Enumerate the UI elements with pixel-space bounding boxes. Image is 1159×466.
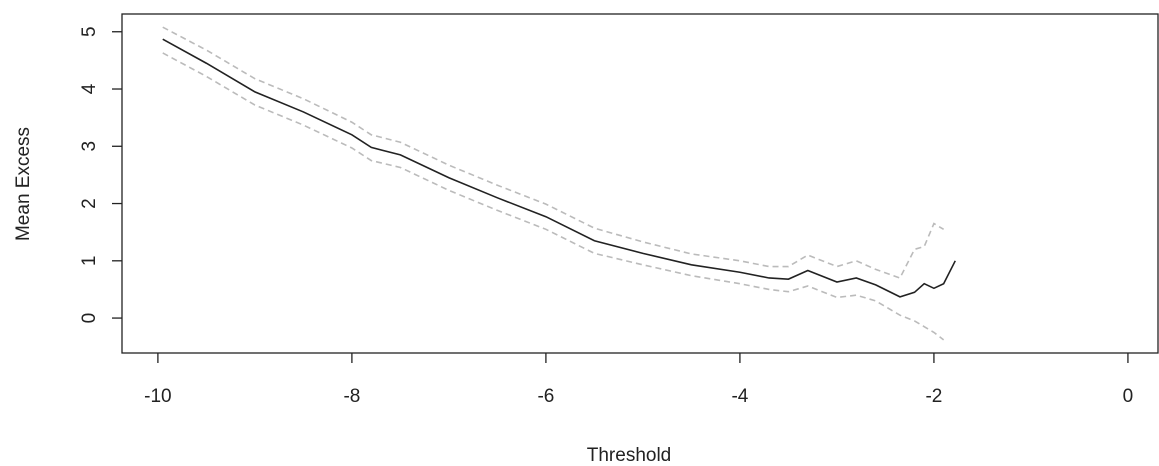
y-tick-label: 5 <box>79 26 100 37</box>
y-tick-label: 1 <box>79 256 100 267</box>
y-axis-label: Mean Excess <box>13 127 34 241</box>
y-tick-label: 2 <box>79 198 100 209</box>
x-tick-label: -4 <box>731 386 748 407</box>
x-tick-label: -2 <box>925 386 942 407</box>
x-tick-label: -8 <box>343 386 360 407</box>
x-tick-label: 0 <box>1123 386 1134 407</box>
x-axis-label: Threshold <box>587 445 672 466</box>
series-line <box>162 26 945 279</box>
y-tick-label: 3 <box>79 141 100 152</box>
series-line <box>162 38 956 298</box>
y-tick-label: 4 <box>79 83 100 94</box>
series-line <box>162 52 945 341</box>
x-tick-label: -10 <box>144 386 171 407</box>
plot-frame <box>121 13 1159 354</box>
x-tick-label: -6 <box>537 386 554 407</box>
y-tick-label: 0 <box>79 313 100 324</box>
